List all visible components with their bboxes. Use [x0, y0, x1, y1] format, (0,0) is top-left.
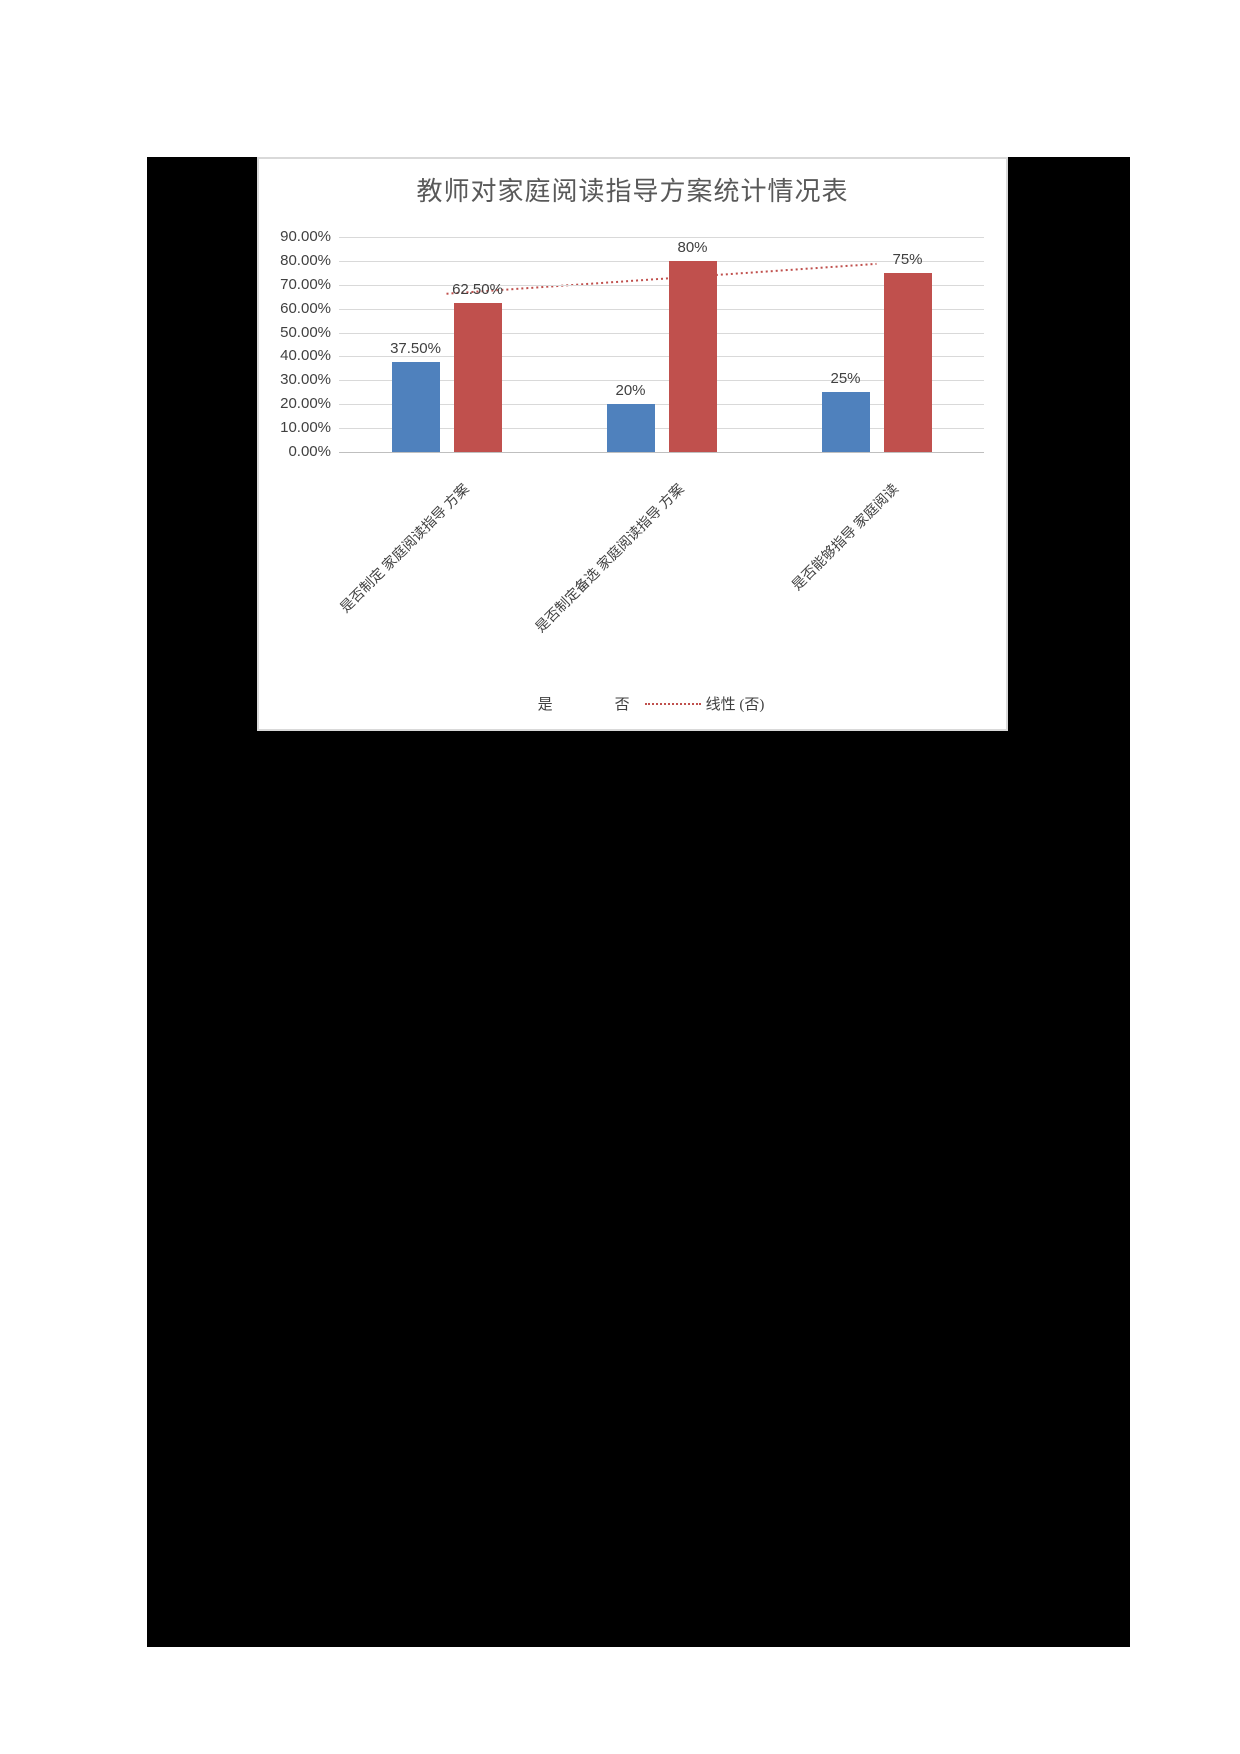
legend-label-no: 否: [614, 697, 630, 713]
bar-否-1: [453, 302, 502, 452]
y-axis-tick-label: 10.00%: [280, 419, 331, 437]
gridline: [339, 380, 984, 382]
gridline: [339, 237, 984, 238]
y-axis-tick-label: 50.00%: [280, 323, 331, 341]
gridline: [339, 332, 984, 334]
gridline: [339, 428, 984, 430]
bar-否-2: [668, 260, 717, 452]
data-label-否-3: 75%: [892, 250, 923, 268]
x-axis-line: [339, 452, 984, 453]
data-label-是-3: 25%: [830, 370, 861, 388]
data-label-否-1: 62.50%: [452, 280, 503, 298]
embedded-figure-black-background: 教师对家庭阅读指导方案统计情况表 0.00% 10.00% 20.00% 30.00%…: [147, 157, 1130, 1647]
y-axis-tick-label: 80.00%: [280, 251, 331, 269]
legend-trendline-icon: [644, 702, 701, 705]
data-label-是-2: 20%: [615, 382, 646, 400]
legend-swatch-no: [568, 698, 610, 709]
data-label-是-1: 37.50%: [390, 340, 441, 358]
gridline: [339, 404, 984, 406]
bar-是-1: [391, 362, 440, 452]
plot-area: 37.50% 62.50% 20% 80% 25% 75%: [339, 237, 984, 453]
gridline: [339, 356, 984, 358]
chart-title: 教师对家庭阅读指导方案统计情况表: [416, 177, 849, 206]
data-label-否-2: 80%: [677, 238, 708, 256]
linear-trendline: [446, 262, 877, 295]
y-axis-tick-label: 60.00%: [280, 299, 331, 317]
legend-label-trendline: 线性 (否): [705, 697, 765, 713]
legend-swatch-yes: [491, 698, 533, 709]
category-label-3: 是否能够指导 家庭阅读: [789, 481, 902, 594]
gridline: [339, 308, 984, 310]
y-axis: 0.00% 10.00% 20.00% 30.00% 40.00% 50.00% 60.00…: [259, 228, 331, 460]
y-axis-tick-label: 40.00%: [280, 347, 331, 365]
y-axis-tick-label: 70.00%: [280, 275, 331, 293]
bar-是-3: [821, 392, 870, 452]
y-axis-tick-label: 30.00%: [280, 371, 331, 389]
y-axis-tick-label: 0.00%: [288, 443, 331, 460]
gridline: [339, 284, 984, 286]
bar-否-3: [883, 272, 932, 452]
y-axis-tick-label: 90.00%: [280, 228, 331, 245]
chart-panel: 教师对家庭阅读指导方案统计情况表 0.00% 10.00% 20.00% 30.00%…: [257, 157, 1008, 731]
chart-legend: 是 否 线性 (否): [259, 693, 1006, 714]
y-axis-tick-label: 20.00%: [280, 395, 331, 413]
legend-label-yes: 是: [537, 697, 553, 713]
category-label-1: 是否制定 家庭阅读指导 方案: [337, 481, 472, 617]
gridline: [339, 260, 984, 262]
bar-是-2: [606, 404, 655, 452]
category-label-2: 是否制定备选 家庭阅读指导 方案: [532, 481, 687, 636]
